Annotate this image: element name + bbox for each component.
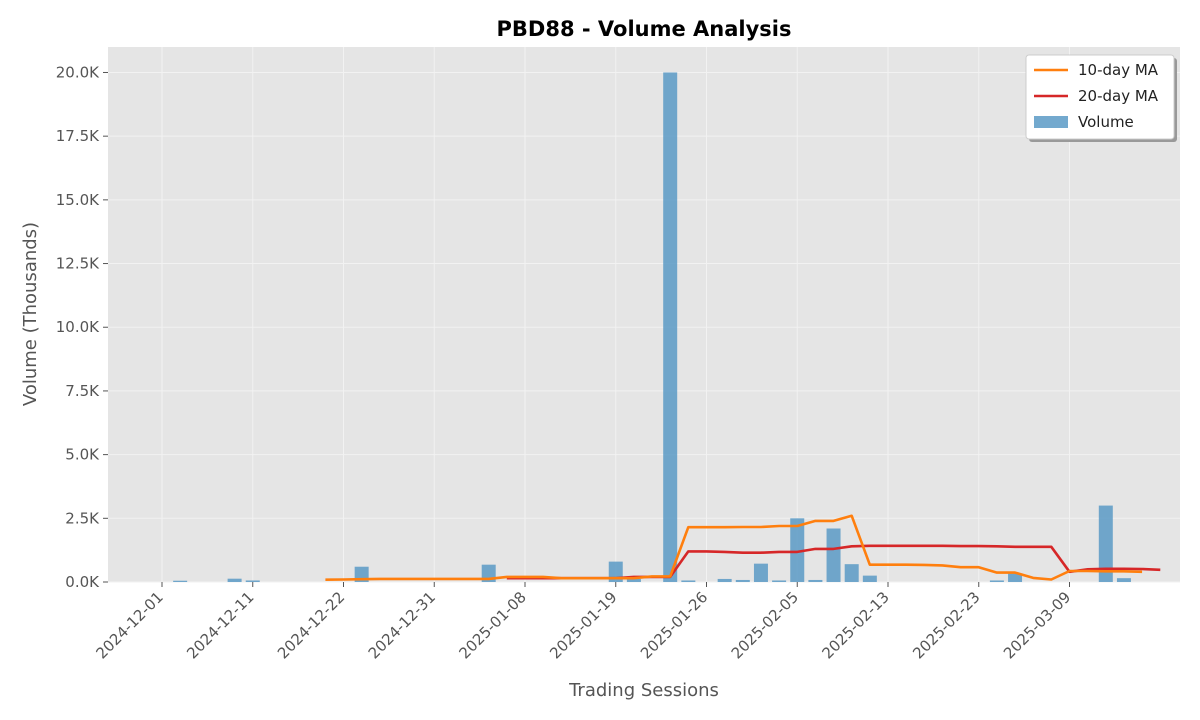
y-tick-label: 5.0K (65, 446, 100, 464)
volume-bars (173, 72, 1131, 582)
volume-bar (989, 580, 1004, 582)
moving-average-lines (325, 514, 1161, 581)
y-tick-label: 2.5K (65, 509, 100, 527)
volume-bar (808, 579, 823, 582)
volume-bar (790, 518, 805, 582)
y-axis: 0.0K 2.5K 5.0K 7.5K 10.0K 12.5K 15.0K 17.5K 20.0… (56, 63, 108, 591)
x-tick-label: 2025-03-09 (1000, 588, 1074, 662)
volume-bar (753, 563, 768, 582)
grid-lines (108, 47, 1180, 583)
y-tick-label: 17.5K (56, 127, 100, 145)
y-tick-label: 0.0K (65, 573, 100, 591)
ma10-line (325, 514, 1143, 581)
legend-ma20-label: 20-day MA (1078, 87, 1159, 105)
x-tick-label: 2024-12-11 (183, 588, 257, 662)
volume-bar (663, 72, 678, 582)
x-tick-label: 2025-01-19 (546, 588, 620, 662)
x-tick-label: 2025-02-13 (818, 588, 892, 662)
legend-volume-swatch (1034, 116, 1068, 128)
chart-title: PBD88 - Volume Analysis (497, 17, 792, 41)
x-axis: 2024-12-01 2024-12-11 2024-12-22 2024-12-31… (92, 582, 1074, 662)
volume-bar (772, 580, 787, 582)
legend-ma10-label: 10-day MA (1078, 61, 1159, 79)
volume-bar (681, 580, 696, 582)
legend-volume-label: Volume (1078, 113, 1134, 131)
x-axis-label: Trading Sessions (568, 680, 719, 701)
volume-bar (173, 580, 188, 582)
volume-bar (826, 528, 841, 582)
volume-bar (717, 578, 732, 582)
x-tick-label: 2025-01-26 (637, 588, 711, 662)
legend: 10-day MA 20-day MA Volume (1025, 54, 1177, 142)
volume-bar (844, 564, 859, 582)
volume-bar (1098, 505, 1113, 582)
volume-bar (626, 578, 641, 582)
x-tick-label: 2025-02-23 (909, 588, 983, 662)
y-tick-label: 12.5K (56, 255, 100, 273)
plot-background (108, 47, 1180, 582)
x-tick-label: 2024-12-31 (365, 588, 439, 662)
y-tick-label: 15.0K (56, 191, 100, 209)
x-tick-label: 2024-12-22 (274, 588, 348, 662)
y-tick-label: 20.0K (56, 63, 100, 81)
x-tick-label: 2025-01-08 (455, 588, 529, 662)
y-axis-label: Volume (Thousands) (20, 222, 41, 406)
y-tick-label: 10.0K (56, 318, 100, 336)
volume-bar (735, 579, 750, 582)
volume-bar (227, 578, 242, 582)
volume-bar (1116, 578, 1131, 582)
x-tick-label: 2024-12-01 (92, 588, 166, 662)
x-tick-label: 2025-02-05 (728, 588, 802, 662)
volume-bar (245, 580, 260, 582)
volume-bar (1008, 573, 1023, 582)
y-tick-label: 7.5K (65, 382, 100, 400)
volume-bar (862, 575, 877, 582)
